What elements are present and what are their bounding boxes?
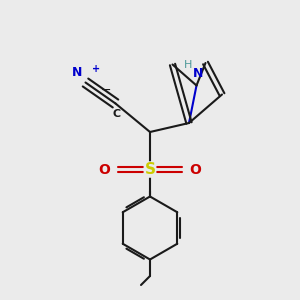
Text: +: + (92, 64, 100, 74)
Text: O: O (190, 163, 202, 176)
Text: S: S (145, 162, 155, 177)
Text: O: O (98, 163, 110, 176)
Text: −: − (101, 84, 111, 97)
Text: C: C (113, 109, 121, 119)
Text: H: H (184, 60, 192, 70)
Text: N: N (193, 67, 203, 80)
Text: N: N (71, 66, 82, 79)
